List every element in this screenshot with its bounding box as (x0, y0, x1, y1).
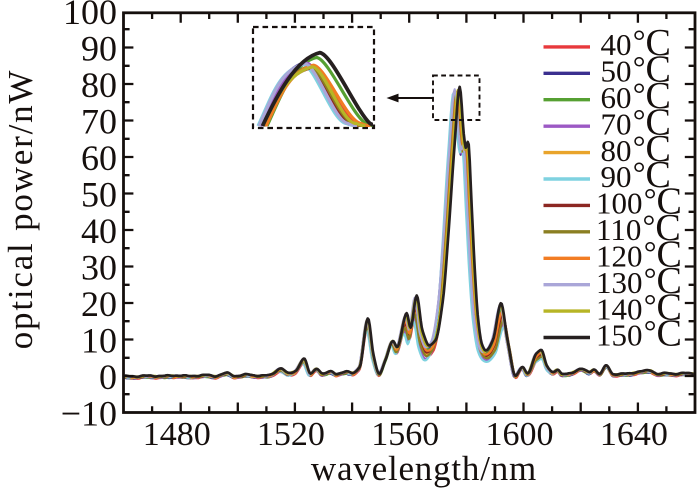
svg-text:70: 70 (81, 102, 117, 142)
svg-text:30: 30 (81, 248, 117, 288)
svg-text:80°C: 80°C (601, 128, 671, 170)
svg-text:1560: 1560 (371, 416, 439, 453)
svg-text:20: 20 (81, 284, 117, 324)
svg-text:1640: 1640 (600, 416, 668, 453)
svg-text:10: 10 (81, 321, 117, 361)
svg-text:90°C: 90°C (601, 154, 671, 196)
svg-text:50: 50 (81, 175, 117, 215)
svg-text:80: 80 (81, 65, 117, 105)
svg-text:150°C: 150°C (596, 313, 682, 355)
svg-text:90: 90 (81, 29, 117, 69)
svg-text:50°C: 50°C (601, 49, 671, 91)
svg-text:1480: 1480 (143, 416, 211, 453)
svg-text:120°C: 120°C (596, 234, 682, 276)
svg-text:140°C: 140°C (596, 286, 682, 328)
svg-text:−10: −10 (61, 394, 117, 434)
svg-text:40°C: 40°C (601, 22, 671, 64)
svg-text:70°C: 70°C (601, 101, 671, 143)
svg-text:wavelength/nm: wavelength/nm (311, 449, 537, 488)
svg-text:130°C: 130°C (596, 260, 682, 302)
svg-text:100: 100 (63, 0, 117, 32)
svg-text:0: 0 (99, 357, 117, 397)
svg-text:100°C: 100°C (596, 181, 682, 223)
svg-text:40: 40 (81, 211, 117, 251)
svg-text:1600: 1600 (486, 416, 554, 453)
svg-text:1520: 1520 (257, 416, 325, 453)
svg-text:110°C: 110°C (596, 207, 681, 249)
svg-text:60°C: 60°C (601, 75, 671, 117)
svg-text:60: 60 (81, 138, 117, 178)
svg-text:optical power/nW: optical power/nW (1, 69, 40, 350)
